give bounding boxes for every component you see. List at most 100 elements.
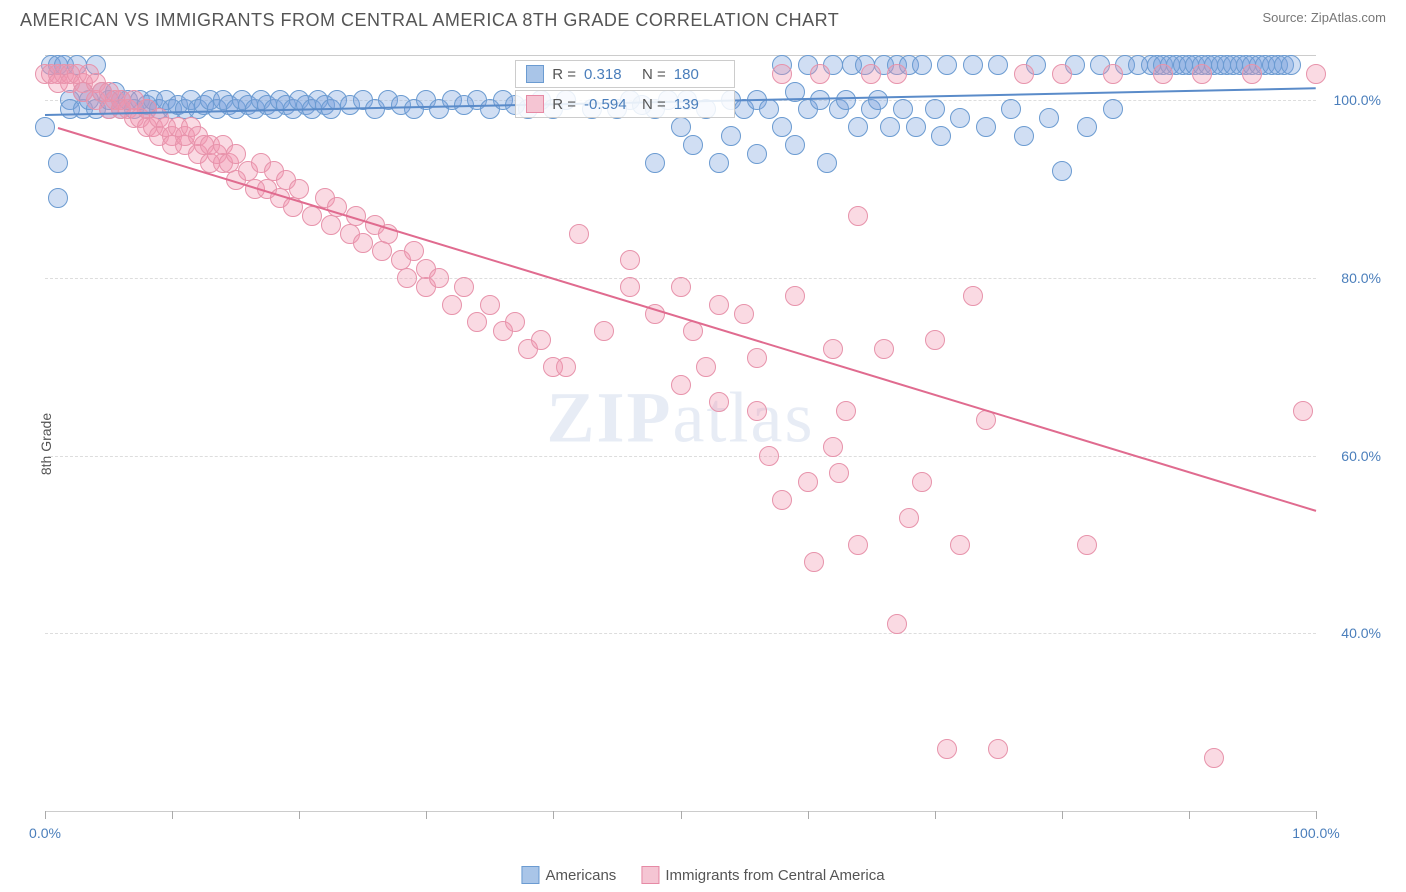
stat-label: N =: [642, 66, 666, 83]
x-tick: [935, 811, 936, 819]
scatter-point: [937, 55, 957, 75]
y-tick-label: 40.0%: [1341, 625, 1381, 641]
legend-swatch: [641, 866, 659, 884]
scatter-point: [817, 153, 837, 173]
scatter-point: [1242, 64, 1262, 84]
x-tick: [1062, 811, 1063, 819]
scatter-point: [912, 472, 932, 492]
scatter-point: [429, 268, 449, 288]
scatter-point: [671, 117, 691, 137]
scatter-point: [289, 179, 309, 199]
scatter-point: [620, 250, 640, 270]
scatter-point: [1103, 64, 1123, 84]
scatter-point: [829, 463, 849, 483]
scatter-point: [785, 135, 805, 155]
stats-box: R =-0.594N =139: [515, 90, 735, 118]
scatter-point: [645, 153, 665, 173]
scatter-point: [836, 90, 856, 110]
scatter-point: [467, 312, 487, 332]
x-tick: [299, 811, 300, 819]
scatter-point: [874, 339, 894, 359]
scatter-point: [772, 490, 792, 510]
scatter-point: [880, 117, 900, 137]
scatter-point: [442, 295, 462, 315]
scatter-point: [759, 99, 779, 119]
source-attribution: Source: ZipAtlas.com: [1262, 10, 1386, 25]
x-tick: [45, 811, 46, 819]
gridline: [45, 456, 1316, 457]
scatter-point: [810, 90, 830, 110]
scatter-point: [747, 144, 767, 164]
scatter-point: [798, 472, 818, 492]
scatter-point: [785, 286, 805, 306]
scatter-point: [906, 117, 926, 137]
x-tick: [681, 811, 682, 819]
scatter-point: [1077, 117, 1097, 137]
x-tick: [426, 811, 427, 819]
scatter-point: [950, 108, 970, 128]
scatter-point: [48, 188, 68, 208]
scatter-point: [569, 224, 589, 244]
scatter-point: [1204, 748, 1224, 768]
scatter-point: [887, 614, 907, 634]
stat-value: -0.594: [584, 96, 634, 113]
scatter-point: [48, 153, 68, 173]
scatter-point: [1039, 108, 1059, 128]
scatter-point: [594, 321, 614, 341]
stat-label: R =: [552, 66, 576, 83]
scatter-point: [1293, 401, 1313, 421]
scatter-point: [404, 241, 424, 261]
scatter-point: [1192, 64, 1212, 84]
scatter-point: [836, 401, 856, 421]
scatter-point: [397, 268, 417, 288]
scatter-point: [931, 126, 951, 146]
scatter-point: [35, 117, 55, 137]
scatter-point: [747, 401, 767, 421]
scatter-point: [1014, 126, 1034, 146]
scatter-point: [709, 295, 729, 315]
scatter-point: [531, 330, 551, 350]
scatter-point: [772, 117, 792, 137]
scatter-point: [721, 126, 741, 146]
chart-container: 8th Grade ZIPatlas 40.0%60.0%80.0%100.0%…: [45, 55, 1386, 832]
scatter-point: [671, 375, 691, 395]
stat-value: 0.318: [584, 66, 634, 83]
scatter-point: [861, 64, 881, 84]
chart-title: AMERICAN VS IMMIGRANTS FROM CENTRAL AMER…: [20, 10, 839, 31]
scatter-point: [848, 117, 868, 137]
x-tick: [172, 811, 173, 819]
stat-value: 180: [674, 66, 724, 83]
scatter-point: [963, 286, 983, 306]
scatter-point: [709, 392, 729, 412]
legend-label: Americans: [545, 867, 616, 884]
legend-label: Immigrants from Central America: [665, 867, 884, 884]
scatter-point: [912, 55, 932, 75]
scatter-point: [804, 552, 824, 572]
scatter-point: [372, 241, 392, 261]
scatter-point: [1052, 161, 1072, 181]
scatter-point: [848, 206, 868, 226]
scatter-point: [868, 90, 888, 110]
x-tick: [1189, 811, 1190, 819]
series-swatch: [526, 65, 544, 83]
scatter-point: [747, 348, 767, 368]
scatter-point: [899, 508, 919, 528]
legend-item: Americans: [521, 866, 616, 884]
y-tick-label: 80.0%: [1341, 270, 1381, 286]
scatter-point: [988, 55, 1008, 75]
legend-item: Immigrants from Central America: [641, 866, 884, 884]
scatter-point: [848, 535, 868, 555]
scatter-point: [696, 357, 716, 377]
trend-line: [57, 127, 1316, 512]
x-tick-label-right: 100.0%: [1292, 825, 1339, 841]
y-tick-label: 60.0%: [1341, 448, 1381, 464]
scatter-point: [887, 64, 907, 84]
scatter-point: [963, 55, 983, 75]
scatter-point: [925, 99, 945, 119]
scatter-point: [823, 437, 843, 457]
x-tick: [1316, 811, 1317, 819]
scatter-point: [226, 144, 246, 164]
x-tick: [808, 811, 809, 819]
stat-label: R =: [552, 96, 576, 113]
scatter-point: [950, 535, 970, 555]
